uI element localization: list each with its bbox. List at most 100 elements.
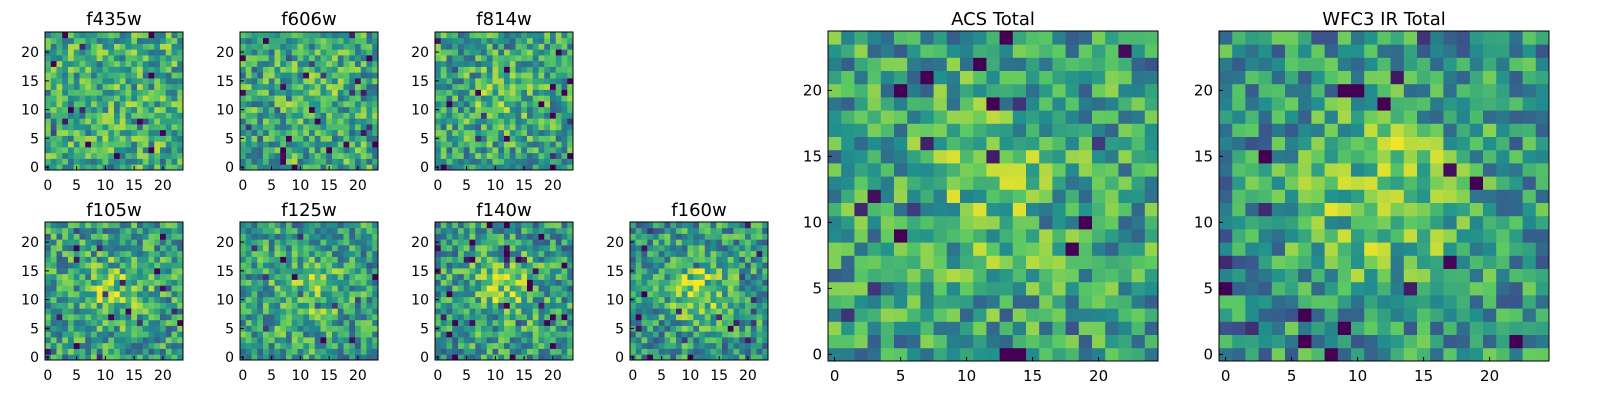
heatmap-cell [343, 95, 350, 102]
heatmap-cell [463, 337, 470, 344]
heatmap-cell [68, 262, 75, 269]
heatmap-cell [1285, 268, 1299, 283]
heatmap-cell [544, 319, 551, 326]
heatmap-cell [119, 227, 126, 234]
heatmap-cell [544, 302, 551, 309]
heatmap-cell [727, 308, 734, 315]
heatmap-cell [291, 348, 298, 355]
heatmap-cell [635, 302, 642, 309]
heatmap-cell [1026, 83, 1040, 98]
heatmap-cell [515, 55, 522, 62]
heatmap-cell [343, 354, 350, 361]
heatmap-cell [286, 89, 293, 96]
heatmap-cell [446, 95, 453, 102]
x-tick-label: 20 [544, 368, 562, 384]
heatmap-cell [867, 321, 882, 335]
heatmap-cell [45, 273, 52, 280]
heatmap-cell [1456, 281, 1471, 296]
heatmap-cell [91, 239, 98, 246]
heatmap-cell [257, 43, 264, 50]
heatmap-cell [286, 158, 293, 165]
heatmap-cell [108, 135, 115, 142]
heatmap-cell [62, 78, 69, 85]
heatmap-cell [481, 147, 488, 154]
heatmap-cell [727, 250, 734, 257]
heatmap-cell [1390, 281, 1405, 296]
heatmap-cell [986, 44, 1000, 58]
heatmap-cell [268, 245, 275, 252]
heatmap-cell [137, 112, 144, 119]
panel-title: ACS Total [951, 9, 1035, 30]
heatmap-cell [509, 268, 516, 275]
heatmap-cell [343, 89, 350, 96]
heatmap-cell [171, 78, 178, 85]
heatmap-cell [687, 319, 694, 326]
heatmap-cell [567, 319, 574, 326]
heatmap-cell [907, 149, 921, 164]
heatmap-cell [475, 95, 482, 102]
heatmap-cell [177, 37, 184, 44]
heatmap-cell [1118, 110, 1132, 124]
heatmap-cell [440, 66, 447, 73]
heatmap-cell [114, 164, 121, 171]
heatmap-cell [727, 233, 734, 240]
heatmap-cell [727, 354, 734, 361]
heatmap-cell [509, 83, 516, 90]
heatmap-cell [469, 262, 476, 269]
heatmap-cell [653, 285, 660, 292]
heatmap-cell [56, 268, 63, 275]
heatmap-cell [297, 83, 304, 90]
heatmap-cell [165, 296, 172, 303]
heatmap-cell [492, 95, 499, 102]
heatmap-cell [56, 72, 63, 79]
heatmap-cell [486, 135, 493, 142]
heatmap-cell [1039, 281, 1053, 296]
heatmap-cell [96, 118, 103, 125]
heatmap-cell [756, 308, 763, 315]
heatmap-cell [463, 256, 470, 263]
heatmap-cell [137, 273, 144, 280]
heatmap-cell [102, 285, 109, 292]
heatmap-cell [509, 106, 516, 113]
heatmap-cell [137, 32, 144, 39]
heatmap-cell [475, 141, 482, 148]
heatmap-cell [274, 66, 281, 73]
heatmap-cell [142, 66, 149, 73]
heatmap-cell [498, 129, 505, 136]
heatmap-cell [372, 118, 379, 125]
heatmap-cell [1092, 255, 1106, 269]
heatmap-cell [1052, 321, 1066, 335]
heatmap-cell [440, 325, 447, 332]
heatmap-cell [68, 49, 75, 56]
heatmap-cell [555, 262, 562, 269]
heatmap-cell [435, 152, 442, 159]
heatmap-cell [986, 202, 1000, 217]
heatmap-cell [469, 279, 476, 286]
heatmap-cell [263, 227, 270, 234]
heatmap-cell [297, 135, 304, 142]
heatmap-cell [245, 72, 252, 79]
heatmap-cell [933, 83, 948, 98]
heatmap-cell [481, 66, 488, 73]
heatmap-cell [171, 164, 178, 171]
heatmap-cell [91, 354, 98, 361]
heatmap-cell [360, 83, 367, 90]
heatmap-cell [1509, 308, 1523, 322]
heatmap-cell [165, 72, 172, 79]
heatmap-cell [280, 95, 287, 102]
heatmap-cell [372, 83, 379, 90]
heatmap-cell [366, 273, 373, 280]
heatmap-cell [1403, 308, 1418, 322]
heatmap-cell [687, 308, 694, 315]
heatmap-cell [142, 319, 149, 326]
heatmap-cell [142, 147, 149, 154]
heatmap-cell [492, 101, 499, 108]
heatmap-cell [446, 239, 453, 246]
heatmap-cell [452, 308, 459, 315]
heatmap-cell [521, 55, 528, 62]
heatmap-cell [509, 325, 516, 332]
heatmap-cell [343, 78, 350, 85]
heatmap-cell [920, 308, 934, 322]
heatmap-cell [435, 60, 442, 67]
heatmap-cell [268, 158, 275, 165]
